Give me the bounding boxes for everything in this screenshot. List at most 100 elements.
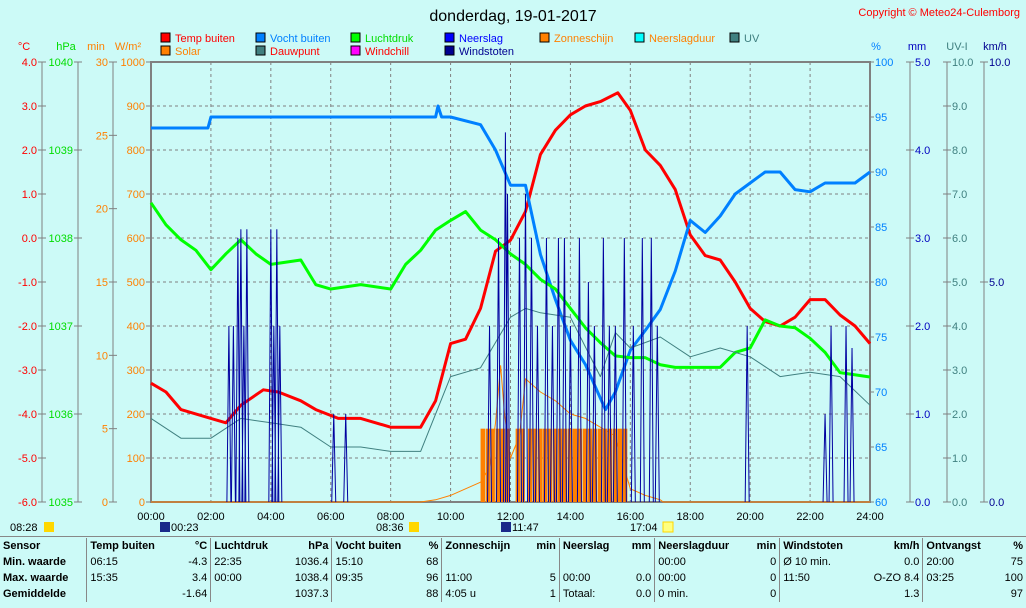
axis-tick-label: 1035	[49, 497, 73, 509]
table-cell: 03:25	[922, 570, 997, 586]
moonset-icon	[160, 522, 170, 532]
gust-spike	[843, 325, 849, 503]
table-row: Sensor Temp buiten °C Luchtdruk hPa Vocht bui…	[0, 538, 1026, 554]
gust-spike	[244, 229, 250, 503]
axis-tick-label: 1036	[49, 409, 73, 421]
axis-tick-label: 10.0	[989, 57, 1010, 69]
gust-spike	[828, 325, 834, 503]
axis-unit-humidity: %	[871, 41, 881, 53]
x-tick-label: 06:00	[317, 511, 345, 523]
legend-swatch	[160, 45, 171, 56]
table-cell: -1.64	[182, 588, 208, 600]
axis-tick-label: 100	[875, 57, 893, 69]
gust-spike	[612, 325, 618, 503]
axis-tick-label: 30	[96, 57, 108, 69]
sun-moon-time: 11:47	[512, 522, 539, 534]
legend-label: Solar	[175, 46, 201, 58]
table-header-cell: min	[536, 540, 556, 552]
axis-tick-label: 5.0	[952, 277, 967, 289]
table-cell: 11:00	[441, 570, 528, 586]
table-cell: 5	[549, 572, 556, 584]
axis-tick-label: 95	[875, 112, 887, 124]
table-cell: Gemiddelde	[3, 588, 66, 600]
axis-unit-pressure: hPa	[56, 41, 76, 53]
gust-spike	[543, 237, 549, 503]
legend-label: Luchtdruk	[365, 33, 414, 45]
table-header-cell: Ontvangst	[922, 538, 997, 554]
gust-spike	[630, 325, 636, 503]
sunshine-bar	[597, 428, 603, 502]
legend-label: UV	[744, 33, 760, 45]
table-cell: 15:35	[86, 570, 173, 586]
x-tick-label: 24:00	[856, 511, 884, 523]
axis-tick-label: -5.0	[18, 453, 37, 465]
table-cell: 1036.4	[294, 556, 329, 568]
gust-spike	[226, 325, 232, 503]
axis-tick-label: 500	[127, 277, 145, 289]
table-cell: 0.0	[636, 588, 652, 600]
gust-spike	[516, 237, 522, 503]
table-header-cell: Zonneschijn	[441, 538, 528, 554]
axis-tick-label: 0	[102, 497, 108, 509]
legend-swatch	[160, 32, 171, 43]
x-tick-label: 18:00	[676, 511, 704, 523]
plot-area	[149, 61, 872, 503]
gust-spike	[487, 325, 493, 503]
x-tick-label: 22:00	[796, 511, 824, 523]
axis-tick-label: 75	[875, 332, 887, 344]
sunshine-bar	[617, 428, 623, 502]
axis-tick-label: 600	[127, 233, 145, 245]
axis-tick-label: 0.0	[989, 497, 1004, 509]
table-header-cell: km/h	[893, 540, 920, 552]
legend-swatch	[255, 45, 266, 56]
gust-spike	[822, 413, 828, 503]
axis-tick-label: 1039	[49, 145, 73, 157]
gust-spike	[606, 325, 612, 503]
gust-spike	[561, 237, 567, 503]
table-cell: 68	[426, 556, 439, 568]
legend-label: Zonneschijn	[554, 33, 613, 45]
table-cell: 75	[1010, 556, 1023, 568]
axis-tick-label: 2.0	[22, 145, 37, 157]
table-cell: 0	[770, 588, 777, 600]
table-cell: 100	[1004, 572, 1023, 584]
table-cell: 11:50	[779, 570, 860, 586]
x-axis: 00:00 02:00 04:00 06:00 08:00 10:00 12:00 14:00…	[137, 511, 884, 523]
table-header-cell: Sensor	[3, 540, 41, 552]
sunshine-bar	[538, 428, 543, 502]
axis-tick-label: 5.0	[989, 277, 1004, 289]
weather-chart: donderdag, 19-01-2017 Copyright © Meteo2…	[10, 7, 1020, 534]
gust-spike	[496, 237, 502, 503]
axis-unit-solar: W/m²	[115, 41, 142, 53]
axis-unit-rain: mm	[908, 41, 926, 53]
table-cell: 3.4	[191, 572, 208, 584]
sunshine-bar	[500, 428, 506, 502]
sun-moon-times: 08:28 00:23 08:36 11:47 17:04	[10, 521, 674, 534]
legend-swatch	[444, 45, 455, 56]
legend-label: Neerslag	[459, 33, 503, 45]
table-header-cell: min	[756, 540, 777, 552]
axis-tick-label: 0.0	[952, 497, 967, 509]
gust-spike	[600, 237, 606, 503]
axis-tick-label: 400	[127, 321, 145, 333]
axis-tick-label: 1.0	[915, 409, 930, 421]
axis-tick-label: 1040	[49, 57, 73, 69]
axis-tick-label: -2.0	[18, 321, 37, 333]
table-cell: 1.3	[904, 588, 920, 600]
gust-spike	[585, 281, 591, 503]
table-cell: Min. waarde	[3, 556, 66, 568]
table-header-cell: Neerslag	[558, 538, 624, 554]
table-cell: 06:15	[86, 554, 173, 570]
sunshine-bar	[582, 428, 588, 502]
table-header-cell: Temp buiten	[86, 538, 173, 554]
gust-spike	[621, 237, 627, 503]
axis-tick-label: 3.0	[952, 365, 967, 377]
table-cell: 4:05 u	[441, 586, 528, 602]
axis-tick-label: 65	[875, 442, 887, 454]
axis-tick-label: 2.0	[915, 321, 930, 333]
legend-swatch	[444, 32, 455, 43]
legend-label: Temp buiten	[175, 33, 235, 45]
gust-spike	[849, 347, 855, 503]
table-cell: O-ZO 8.4	[873, 572, 920, 584]
table-cell: 00:00	[210, 570, 284, 586]
